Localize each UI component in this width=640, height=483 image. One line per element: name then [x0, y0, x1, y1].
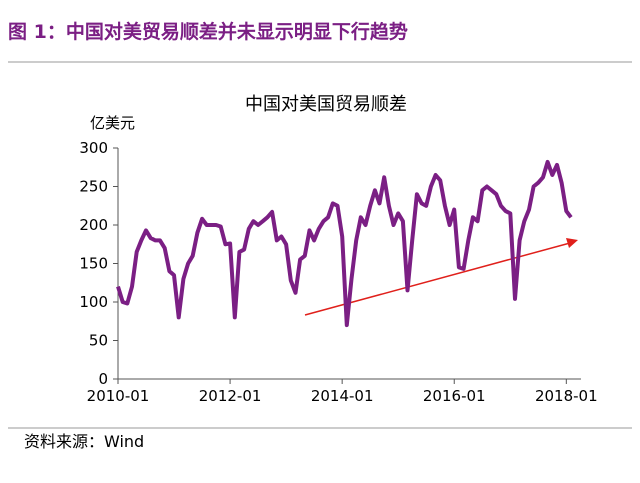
y-tick-label: 200: [79, 216, 108, 234]
y-tick-label: 300: [79, 139, 108, 157]
data-line: [116, 159, 573, 328]
y-tick-label: 150: [79, 255, 108, 273]
chart-title: 中国对美国贸易顺差: [245, 94, 407, 115]
arrow-head: [566, 238, 578, 248]
y-tick-label: 50: [89, 332, 108, 350]
y-axis-label: 亿美元: [90, 114, 135, 132]
x-tick-label: 2018-01: [535, 387, 598, 405]
y-tick-label: 100: [79, 293, 108, 311]
x-tick-label: 2012-01: [199, 387, 262, 405]
x-tick-label: 2016-01: [423, 387, 486, 405]
x-tick-label: 2014-01: [311, 387, 374, 405]
source-note: 资料来源：Wind: [24, 432, 144, 451]
y-tick-label: 0: [98, 370, 108, 388]
x-tick-label: 2010-01: [87, 387, 150, 405]
figure-title: 图 1：中国对美贸易顺差并未显示明显下行趋势: [8, 20, 408, 43]
y-tick-label: 250: [79, 178, 108, 196]
